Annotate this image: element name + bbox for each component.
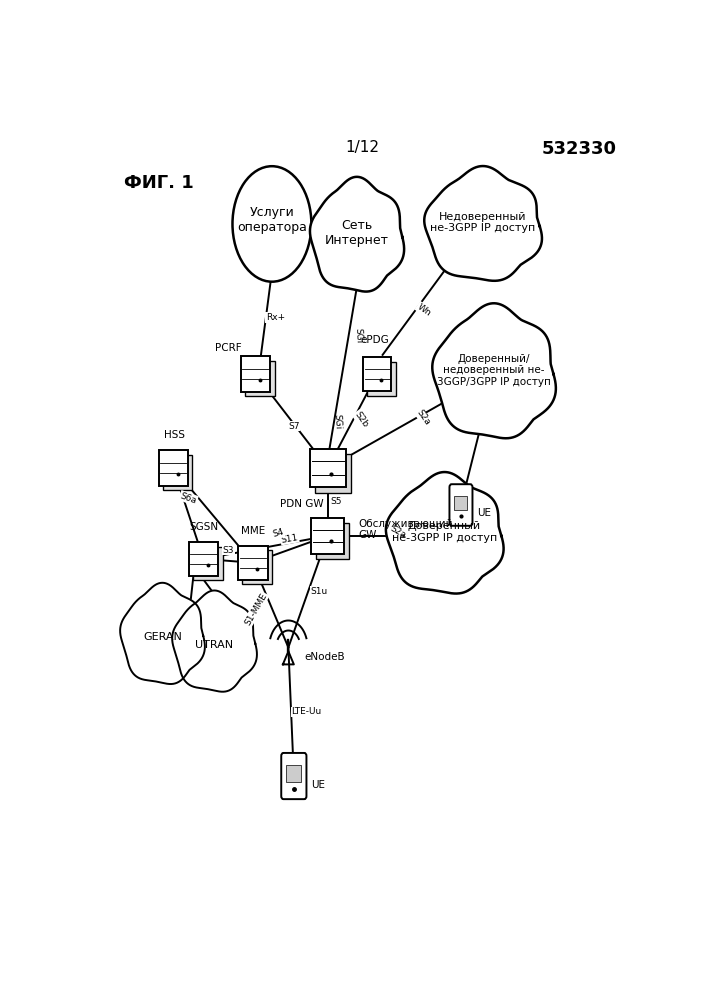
Text: Wn: Wn xyxy=(415,302,433,318)
Text: PDN GW: PDN GW xyxy=(280,499,323,509)
FancyBboxPatch shape xyxy=(450,484,472,526)
Text: UE: UE xyxy=(311,780,325,790)
Polygon shape xyxy=(120,583,205,684)
Text: S5: S5 xyxy=(330,497,341,506)
Text: LTE-Uu: LTE-Uu xyxy=(291,707,322,716)
Text: Доверенный/
недоверенный не-
3GGP/3GPP IP доступ: Доверенный/ недоверенный не- 3GGP/3GPP I… xyxy=(437,354,551,387)
Text: MME: MME xyxy=(240,526,265,536)
Text: Rx+: Rx+ xyxy=(267,313,286,322)
Text: S11: S11 xyxy=(281,533,299,545)
FancyBboxPatch shape xyxy=(240,356,270,392)
FancyBboxPatch shape xyxy=(238,546,267,580)
Text: S2b: S2b xyxy=(352,410,370,429)
Text: HSS: HSS xyxy=(164,430,185,440)
Polygon shape xyxy=(310,177,404,292)
Text: eNodeB: eNodeB xyxy=(305,652,346,662)
FancyBboxPatch shape xyxy=(158,450,188,486)
Text: Обслуживающий
GW: Обслуживающий GW xyxy=(358,519,452,540)
Text: S4: S4 xyxy=(271,528,285,539)
Polygon shape xyxy=(173,590,257,692)
FancyBboxPatch shape xyxy=(455,496,467,510)
FancyBboxPatch shape xyxy=(286,765,301,782)
Text: 1/12: 1/12 xyxy=(345,140,380,155)
Text: SGi: SGi xyxy=(354,328,363,344)
FancyBboxPatch shape xyxy=(163,455,192,490)
Text: S7: S7 xyxy=(288,422,300,431)
Ellipse shape xyxy=(233,166,311,282)
Text: UE: UE xyxy=(477,508,491,518)
Text: ePDG: ePDG xyxy=(360,335,389,345)
FancyBboxPatch shape xyxy=(316,523,349,559)
Text: S1u: S1u xyxy=(310,587,327,596)
FancyBboxPatch shape xyxy=(311,518,344,554)
Polygon shape xyxy=(424,166,542,281)
Text: S6a: S6a xyxy=(179,491,198,505)
FancyBboxPatch shape xyxy=(367,362,396,396)
Text: SGSN: SGSN xyxy=(189,522,218,532)
Text: 532330: 532330 xyxy=(542,140,617,158)
Text: S1-MME: S1-MME xyxy=(243,592,269,627)
Text: Недоверенный
не-3GPP IP доступ: Недоверенный не-3GPP IP доступ xyxy=(431,212,535,233)
Text: SGi: SGi xyxy=(333,414,343,430)
Text: S2a: S2a xyxy=(414,408,431,427)
Polygon shape xyxy=(386,472,503,594)
Text: ФИГ. 1: ФИГ. 1 xyxy=(124,174,194,192)
FancyBboxPatch shape xyxy=(281,753,306,799)
FancyBboxPatch shape xyxy=(193,547,223,580)
Text: UTRAN: UTRAN xyxy=(195,640,233,650)
Text: Доверенный
не-3GPP IP доступ: Доверенный не-3GPP IP доступ xyxy=(392,521,497,543)
Text: GERAN: GERAN xyxy=(143,632,182,642)
FancyBboxPatch shape xyxy=(189,542,218,576)
Text: S3: S3 xyxy=(222,546,234,555)
Text: PCRF: PCRF xyxy=(215,343,241,353)
Text: S2a: S2a xyxy=(389,524,408,540)
FancyBboxPatch shape xyxy=(310,449,346,487)
FancyBboxPatch shape xyxy=(315,454,351,493)
Text: Услуги
оператора: Услуги оператора xyxy=(237,206,307,234)
FancyBboxPatch shape xyxy=(363,357,392,391)
FancyBboxPatch shape xyxy=(243,550,272,584)
Polygon shape xyxy=(432,303,556,438)
Text: Сеть
Интернет: Сеть Интернет xyxy=(325,219,389,247)
FancyBboxPatch shape xyxy=(245,361,274,396)
